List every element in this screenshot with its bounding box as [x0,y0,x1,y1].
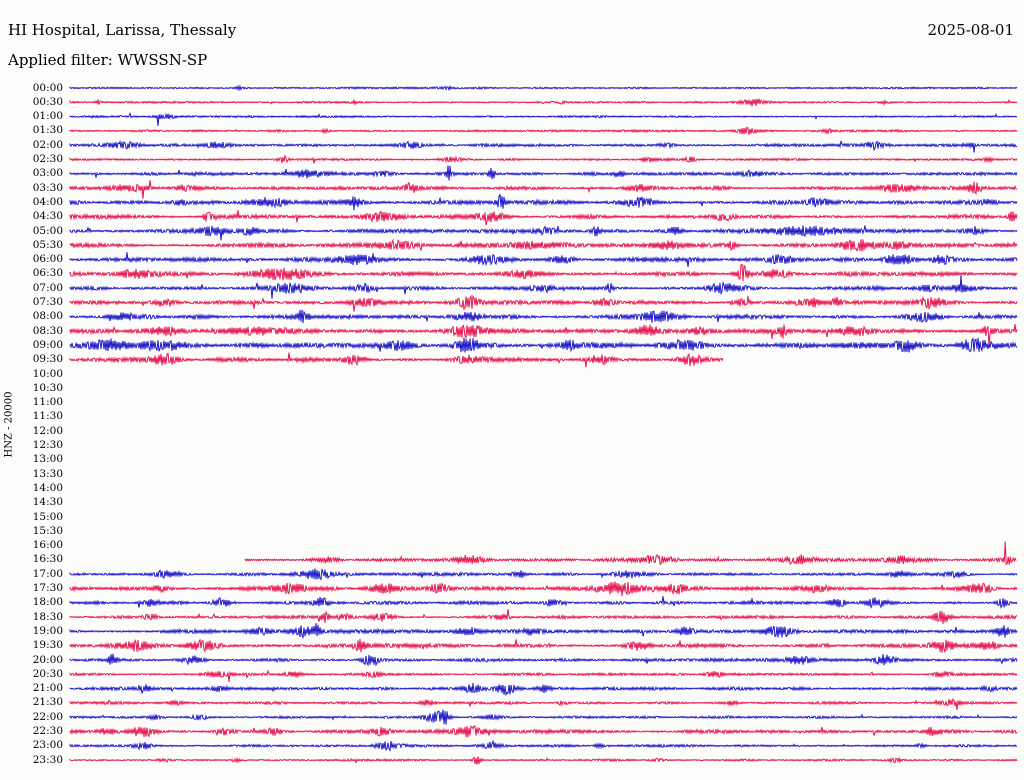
trace-row-0300 [69,165,1018,181]
trace-row-0800 [69,309,1018,324]
trace-row-0030 [69,98,1018,107]
trace-row-0000 [69,84,1018,92]
time-label: 15:30 [32,524,63,537]
station-title: HI Hospital, Larissa, Thessaly [8,21,237,39]
time-label: 17:30 [32,582,63,594]
time-label: 07:30 [32,296,63,308]
time-label: 21:00 [32,682,63,695]
time-label: 05:00 [32,224,63,237]
trace-row-0330 [69,180,1018,199]
time-label: 09:30 [32,353,63,366]
time-label: 11:30 [32,410,63,423]
time-label: 16:00 [32,539,63,552]
trace-row-0930 [69,352,724,368]
time-label: 18:30 [32,610,63,623]
trace-row-1830 [69,608,1018,624]
time-label: 04:00 [32,195,63,208]
time-label: 19:00 [32,624,63,637]
time-label: 08:30 [32,324,63,337]
time-label: 13:30 [32,467,63,480]
trace-row-1700 [69,568,1018,581]
time-label: 14:00 [32,481,63,494]
trace-row-2330 [69,756,1018,765]
time-label: 09:00 [32,338,63,351]
trace-row-0100 [69,111,1018,126]
trace-row-0430 [69,209,1018,226]
trace-row-0500 [69,225,1018,241]
time-label: 11:00 [32,396,63,409]
time-label: 04:30 [32,210,63,223]
time-label: 12:00 [32,424,63,437]
trace-row-2130 [69,698,1018,711]
time-label: 17:00 [32,567,63,580]
time-label: 08:00 [32,310,63,323]
trace-row-1800 [69,596,1018,610]
trace-row-0200 [69,140,1018,153]
time-label: 02:00 [32,138,63,151]
time-label: 07:00 [32,281,63,294]
time-label: 06:00 [32,253,63,266]
trace-row-1630 [244,541,1017,566]
time-label: 19:30 [32,639,63,652]
time-label: 06:30 [32,267,63,280]
trace-row-2230 [69,725,1018,738]
time-label: 10:30 [32,381,63,394]
time-label: 01:30 [32,124,63,137]
trace-row-0730 [69,294,1018,312]
time-label: 13:00 [32,453,63,466]
filter-label: Applied filter: WWSSN-SP [8,51,208,69]
trace-row-2200 [69,709,1018,725]
time-label: 20:30 [32,667,63,680]
time-label: 23:00 [32,739,63,752]
time-label: 00:00 [32,81,63,94]
trace-row-0230 [69,154,1018,164]
time-label: 20:00 [32,653,63,666]
trace-row-0900 [69,337,1018,353]
time-label: 23:30 [32,753,63,766]
time-label: 14:30 [32,496,63,509]
trace-row-1900 [69,622,1018,640]
trace-row-0400 [69,194,1018,211]
time-label: 00:30 [32,95,63,108]
time-label: 10:00 [32,367,63,380]
time-label: 16:30 [32,553,63,566]
time-label: 02:30 [32,153,63,165]
trace-row-2100 [69,682,1018,697]
trace-row-1930 [69,638,1018,654]
time-label: 22:30 [32,725,63,737]
date-label: 2025-08-01 [927,21,1014,39]
time-label: 12:30 [32,439,63,451]
time-label: 03:00 [32,167,63,180]
trace-row-0130 [69,126,1018,136]
time-label: 22:00 [32,710,63,723]
trace-row-0630 [69,264,1018,282]
trace-row-2030 [69,669,1018,683]
time-label: 05:30 [32,238,63,251]
trace-row-2000 [69,653,1018,667]
time-label: 15:00 [32,510,63,523]
time-label: 03:30 [32,181,63,194]
time-label: 01:00 [32,110,63,123]
trace-row-0700 [69,275,1018,299]
trace-row-0600 [69,252,1018,267]
time-labels: 00:00 00:30 01:00 01:30 02:00 02:30 03:00 03:30… [0,0,63,780]
time-label: 21:30 [32,696,63,709]
trace-row-1730 [69,581,1018,596]
trace-row-0530 [69,238,1018,252]
trace-row-2300 [69,739,1017,752]
trace-row-0830 [69,323,1018,347]
time-label: 18:00 [32,596,63,609]
